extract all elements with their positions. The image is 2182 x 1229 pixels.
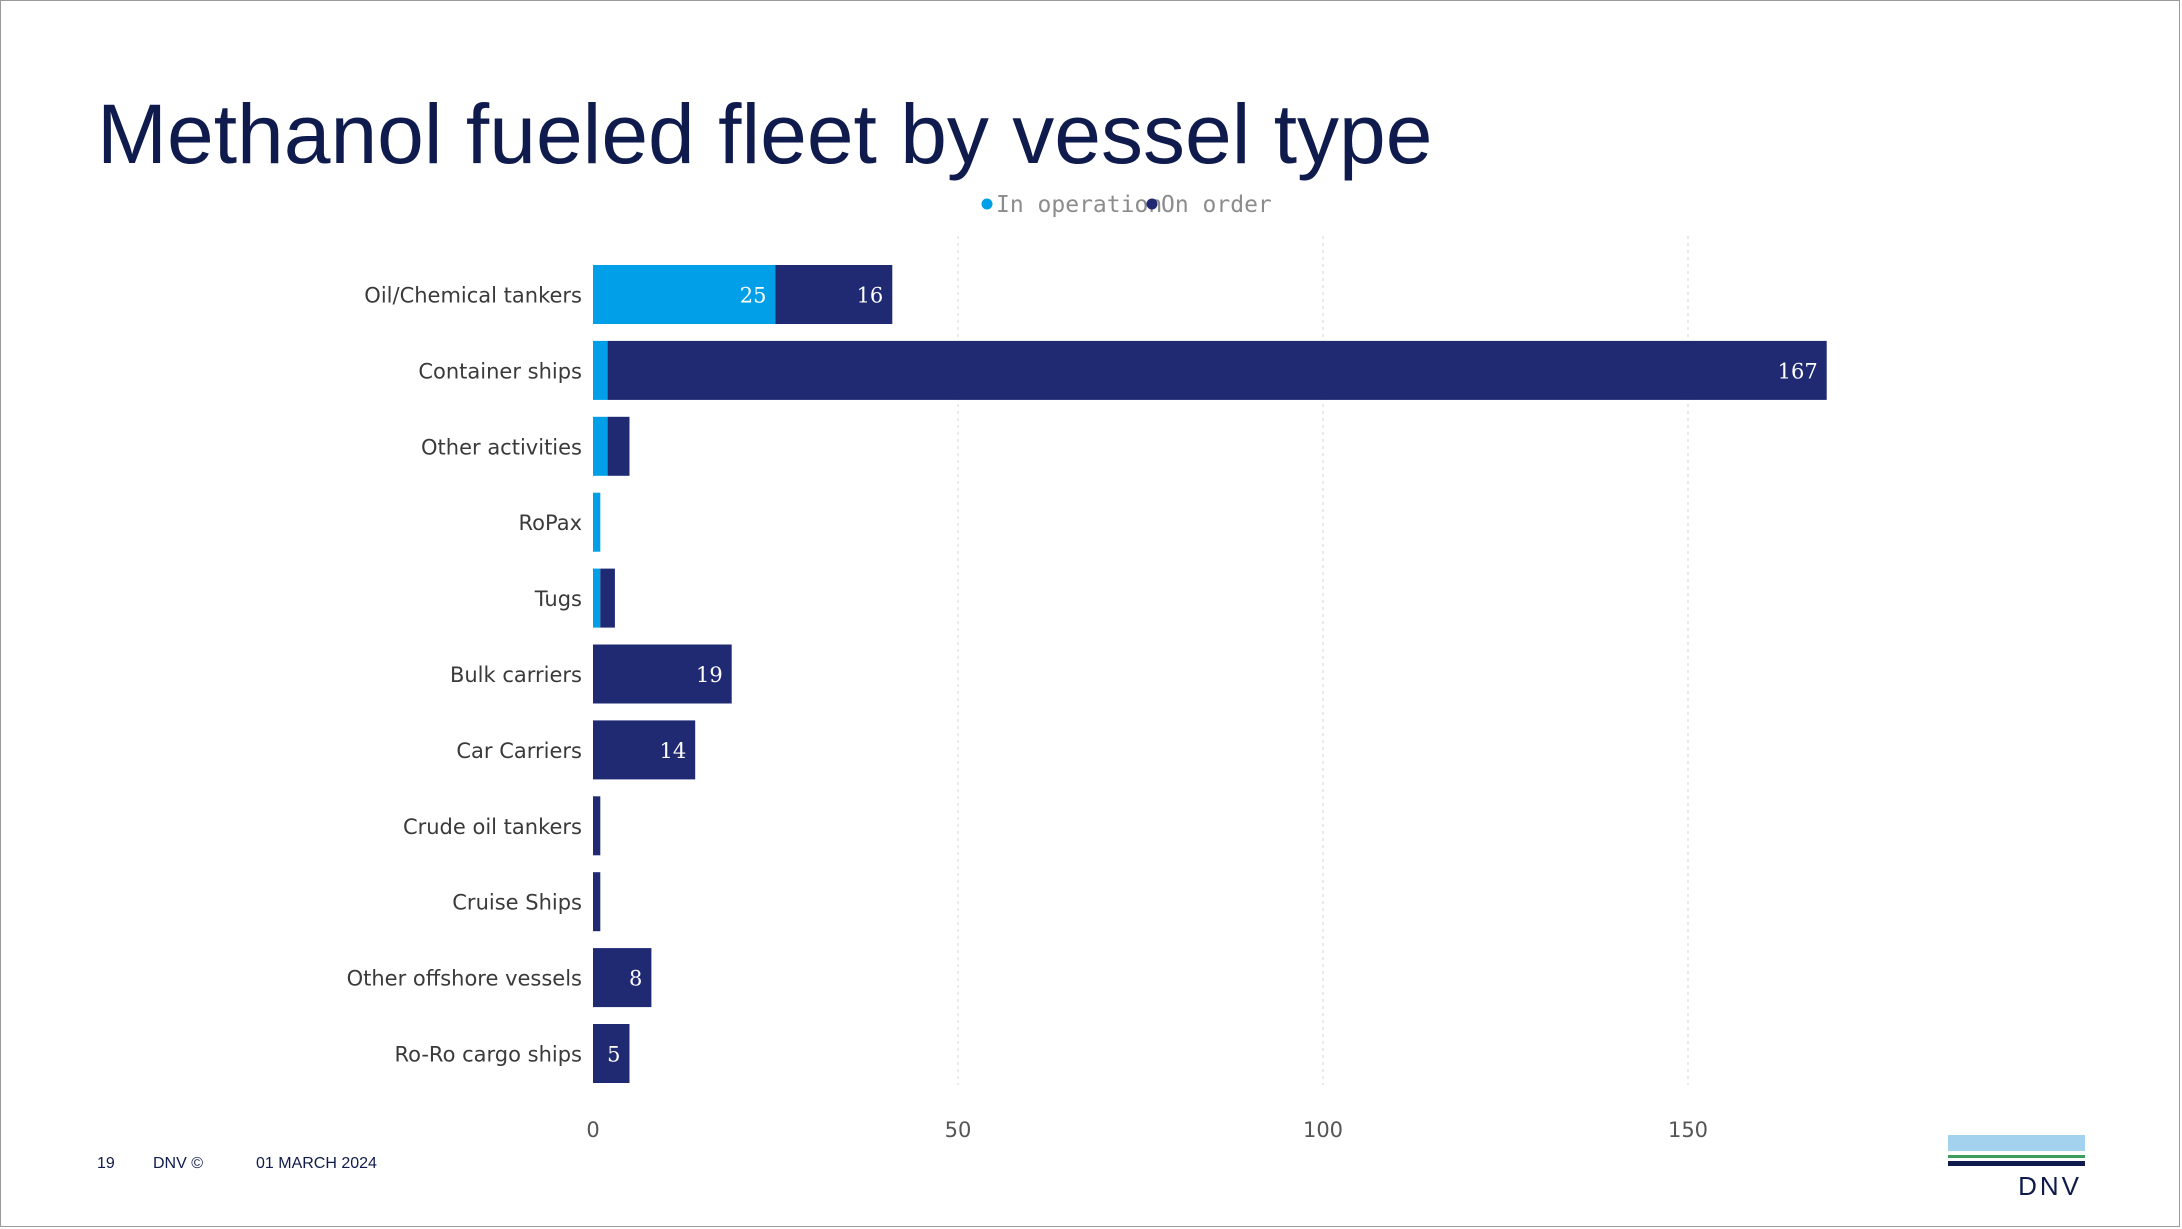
category-label-cruise-ships: Cruise Ships (452, 891, 582, 915)
bar-on-order-crude-oil-tankers (593, 796, 601, 856)
category-label-ro-ro-cargo-ships: Ro-Ro cargo ships (394, 1043, 582, 1067)
category-label-other-offshore-vessels: Other offshore vessels (347, 967, 582, 991)
chart-bars: 25 16 167 19 14 8 5 (593, 265, 1827, 1083)
logo-text: DNV (2018, 1171, 2082, 1197)
category-label-container-ships: Container ships (418, 359, 582, 383)
bar-in-operation-tugs (593, 568, 601, 628)
category-label-other-activities: Other activities (421, 435, 582, 459)
category-label-ropax: RoPax (518, 511, 582, 535)
legend-marker-on-order (1146, 198, 1158, 210)
bar-on-order-other-offshore-vessels (593, 948, 652, 1008)
data-label-on-order-ro-ro-cargo-ships: 5 (607, 1043, 620, 1067)
bar-on-order-cruise-ships (593, 872, 601, 932)
logo-stripe-navy (1948, 1161, 2085, 1166)
data-label-on-order-car-carriers: 14 (659, 739, 686, 763)
bar-on-order-oil-chemical-tankers (775, 265, 893, 324)
bar-in-operation-ropax (593, 492, 601, 552)
value-axis-ticks: 0 50 100 150 (586, 1118, 1708, 1142)
category-axis-labels: Oil/Chemical tankers Container ships Other… (347, 284, 582, 1067)
bar-on-order-bulk-carriers (593, 644, 732, 704)
bar-in-operation-oil-chemical-tankers (593, 265, 776, 324)
category-label-bulk-carriers: Bulk carriers (450, 663, 582, 687)
logo-stripe-green (1948, 1155, 2085, 1158)
data-label-on-order-container-ships: 167 (1778, 359, 1818, 383)
legend-label-on-order: On order (1161, 192, 1272, 218)
data-label-on-order-other-offshore-vessels: 8 (629, 967, 642, 991)
bar-in-operation-other-activities (593, 416, 608, 476)
footer-date: 01 MARCH 2024 (256, 1155, 377, 1172)
dnv-logo: DNV (1948, 1135, 2085, 1197)
x-tick-label-150: 150 (1668, 1118, 1708, 1142)
legend-marker-in-operation (981, 198, 993, 210)
slide-title: Methanol fueled fleet by vessel type (97, 87, 1433, 181)
bar-on-order-ro-ro-cargo-ships (593, 1024, 630, 1083)
bar-on-order-tugs (600, 568, 615, 628)
logo-stripe-light (1948, 1135, 2085, 1151)
data-label-on-order-oil-chemical-tankers: 16 (857, 284, 884, 308)
x-tick-label-100: 100 (1303, 1118, 1343, 1142)
x-tick-label-50: 50 (945, 1118, 972, 1142)
data-label-in-operation-oil-chemical-tankers: 25 (740, 284, 767, 308)
legend-label-in-operation: In operation (996, 192, 1162, 218)
category-label-crude-oil-tankers: Crude oil tankers (403, 815, 582, 839)
footer-page-number: 19 (97, 1155, 115, 1172)
bar-on-order-other-activities (607, 416, 630, 476)
bar-on-order-container-ships (607, 340, 1827, 400)
x-tick-label-0: 0 (586, 1118, 599, 1142)
footer-copyright: DNV © (153, 1155, 204, 1172)
category-label-tugs: Tugs (534, 587, 582, 611)
bar-in-operation-container-ships (593, 340, 608, 400)
category-label-oil-chemical-tankers: Oil/Chemical tankers (364, 284, 582, 308)
bar-on-order-car-carriers (593, 720, 696, 780)
category-label-car-carriers: Car Carriers (456, 739, 582, 763)
data-label-on-order-bulk-carriers: 19 (696, 663, 723, 687)
